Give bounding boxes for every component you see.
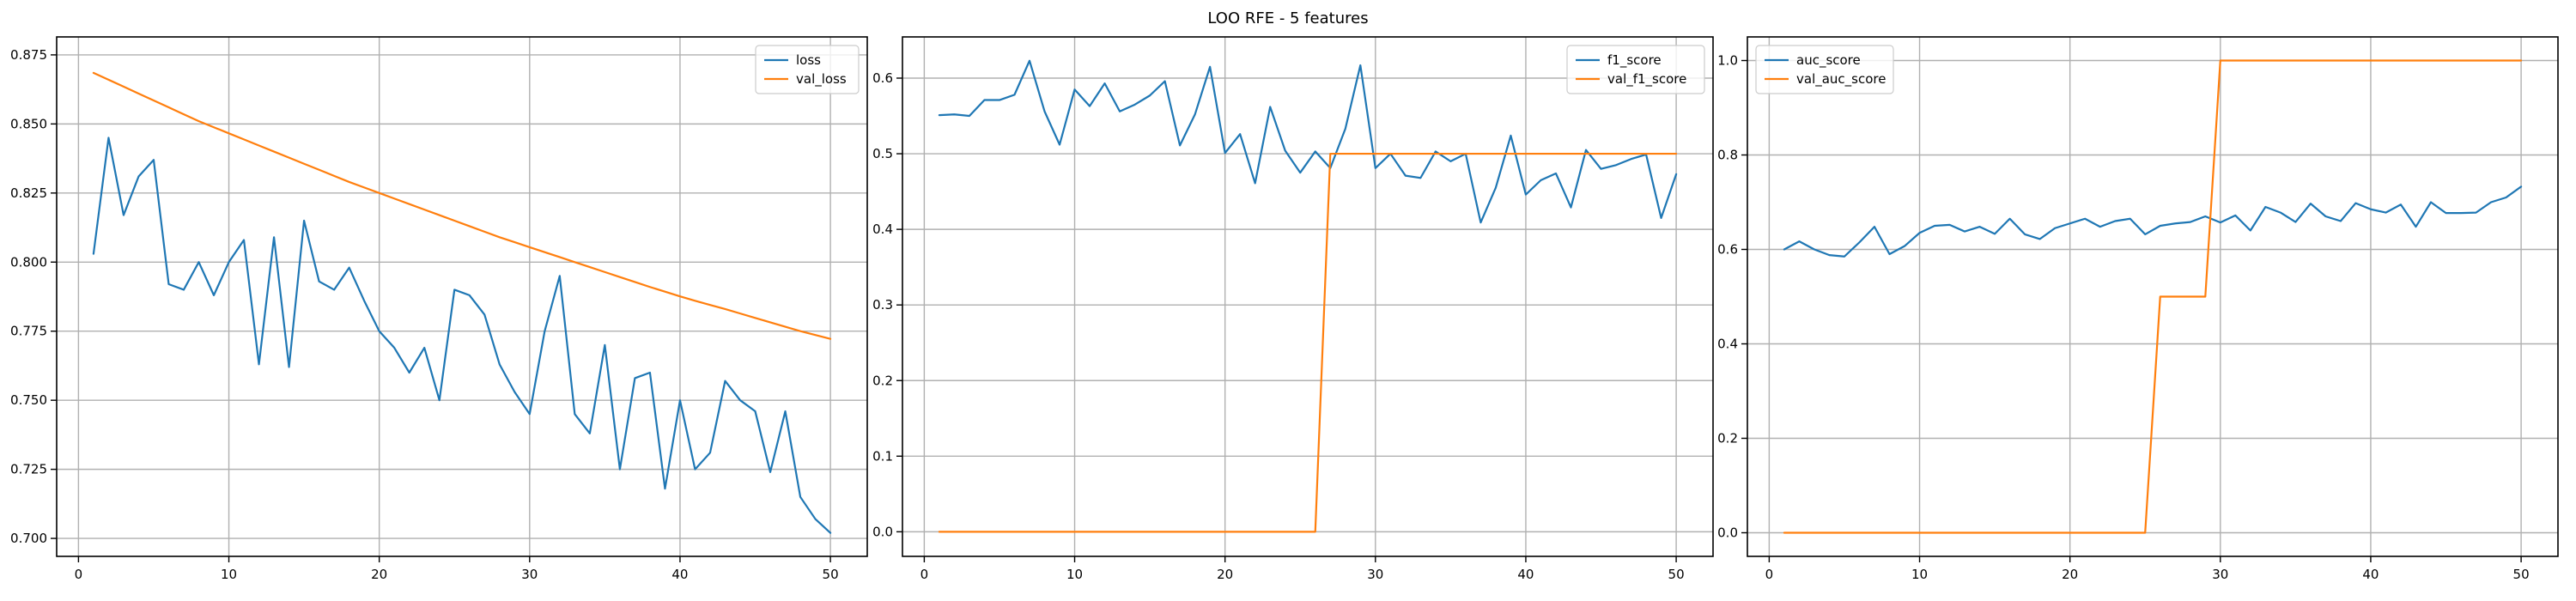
x-tick-label: 30	[1367, 567, 1383, 582]
x-tick-label: 40	[2362, 567, 2379, 582]
loss-subplot: 0 10 20 30 40 50 0.700 0.725 0.750 0.775 0.800 0.82…	[10, 36, 868, 582]
legend-box	[1755, 45, 1894, 94]
y-tick-label: 0.725	[10, 462, 47, 477]
y-tick-label: 0.2	[1717, 431, 1738, 446]
y-tick-label: 0.3	[872, 297, 893, 313]
x-tick-label: 10	[1066, 567, 1083, 582]
y-tick-label: 0.850	[10, 116, 47, 131]
legend: f1_score val_f1_score	[1566, 45, 1705, 94]
y-tick-label: 0.0	[872, 524, 893, 539]
series-line-val-f1-score	[938, 152, 1678, 533]
x-tick-label: 40	[671, 567, 688, 582]
legend-label: val_f1_score	[1607, 71, 1686, 88]
x-tick-label: 0	[920, 567, 929, 582]
legend-label: val_auc_score	[1796, 71, 1886, 88]
legend-box	[1566, 45, 1705, 94]
y-tick-label: 1.0	[1717, 53, 1738, 69]
legend-label: loss	[796, 52, 821, 68]
x-tick-label: 20	[371, 567, 387, 582]
axes-frame	[902, 36, 1714, 557]
y-tick-label: 0.875	[10, 47, 47, 63]
series-line-val-auc-score	[1783, 59, 2523, 534]
legend-box	[755, 45, 860, 94]
legend: auc_score val_auc_score	[1755, 45, 1894, 94]
series-line-loss	[92, 137, 832, 534]
y-tick-label: 0.6	[872, 70, 893, 86]
auc-score-subplot: 0 10 20 30 40 50 0.0 0.2 0.4 0.6 0.8 1.0 auc_scoreva…	[1717, 36, 2559, 582]
x-tick-label: 10	[1911, 567, 1928, 582]
y-tick-label: 0.4	[1717, 337, 1738, 352]
y-tick-label: 0.8	[1717, 148, 1738, 163]
legend-label: auc_score	[1796, 52, 1861, 69]
y-tick-label: 0.1	[872, 448, 893, 464]
figure-title: LOO RFE - 5 features	[1207, 9, 1368, 27]
legend-label: f1_score	[1607, 52, 1662, 69]
x-tick-label: 50	[1668, 567, 1685, 582]
y-tick-label: 0.0	[1717, 525, 1738, 541]
y-tick-label: 0.775	[10, 324, 47, 339]
x-tick-label: 50	[823, 567, 839, 582]
x-tick-label: 0	[75, 567, 83, 582]
x-tick-label: 30	[2212, 567, 2228, 582]
legend-label: val_loss	[796, 71, 847, 88]
x-tick-label: 10	[221, 567, 237, 582]
y-tick-label: 0.5	[872, 146, 893, 161]
y-tick-label: 0.6	[1717, 242, 1738, 258]
y-tick-label: 0.825	[10, 185, 47, 201]
x-tick-label: 40	[1517, 567, 1534, 582]
x-tick-label: 50	[2513, 567, 2530, 582]
axes-frame	[56, 36, 868, 557]
y-tick-label: 0.2	[872, 373, 893, 388]
f1-score-subplot: 0 10 20 30 40 50 0.0 0.1 0.2 0.3 0.4 0.5 0.6 f1_score…	[872, 36, 1714, 582]
axes-frame	[1747, 36, 2559, 557]
x-tick-label: 20	[2062, 567, 2078, 582]
series-line-f1-score	[938, 59, 1678, 224]
x-tick-label: 20	[1217, 567, 1233, 582]
x-tick-label: 30	[521, 567, 538, 582]
x-tick-label: 0	[1765, 567, 1774, 582]
y-tick-label: 0.800	[10, 254, 47, 270]
series-line-val-loss	[92, 71, 832, 340]
y-tick-label: 0.750	[10, 392, 47, 408]
legend: loss val_loss	[755, 45, 860, 94]
y-tick-label: 0.4	[872, 222, 893, 237]
series-line-auc-score	[1783, 185, 2523, 258]
y-tick-label: 0.700	[10, 531, 47, 546]
